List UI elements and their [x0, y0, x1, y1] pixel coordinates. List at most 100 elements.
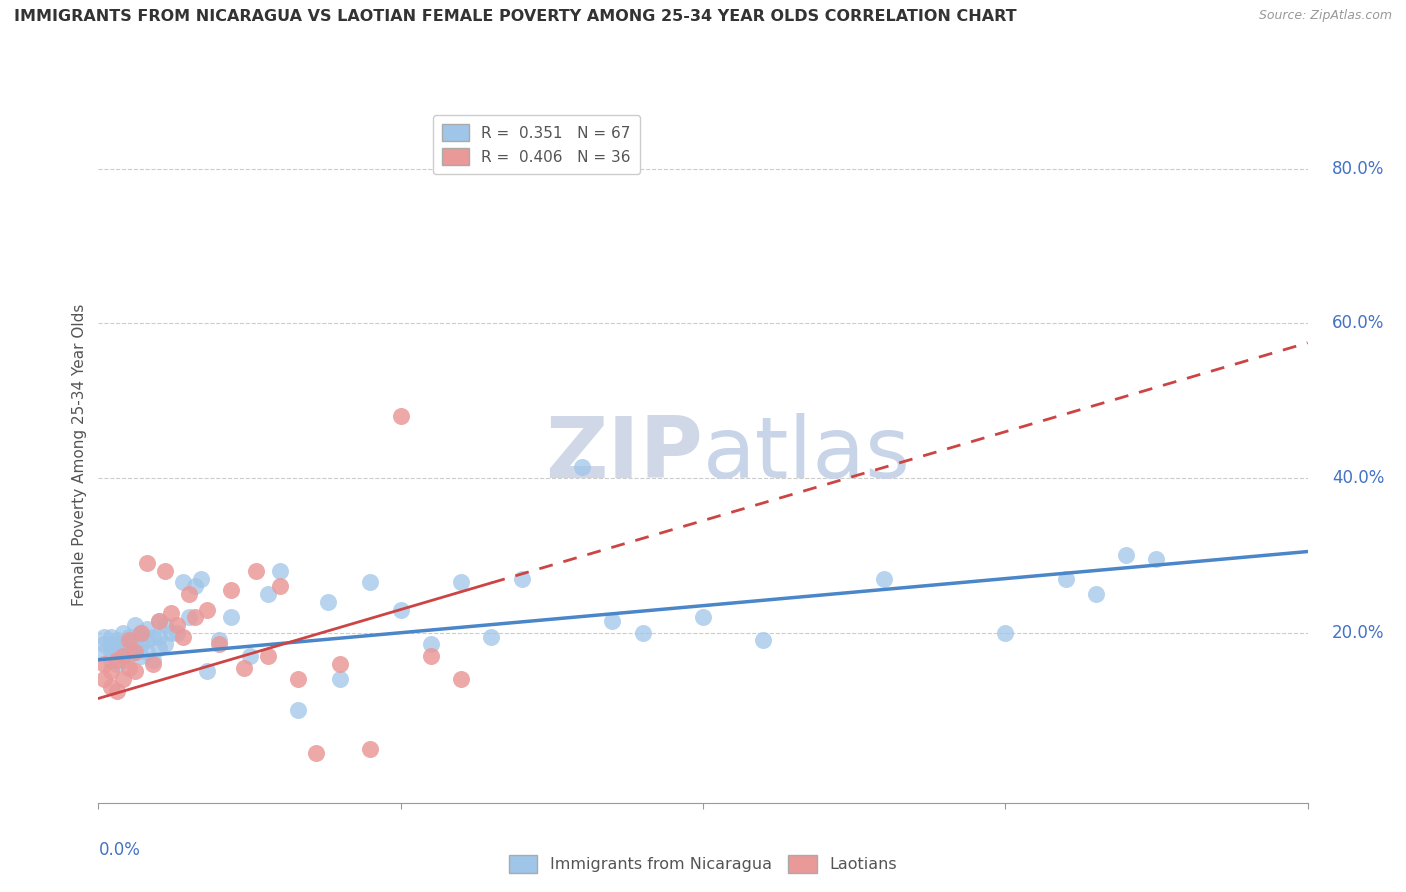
Point — [419, 637, 441, 651]
Point — [329, 672, 352, 686]
Point — [195, 665, 218, 679]
Point — [752, 633, 775, 648]
Point — [153, 564, 176, 578]
Point — [135, 645, 157, 659]
Point — [129, 637, 152, 651]
Point — [118, 660, 141, 674]
Point — [105, 657, 128, 671]
Point — [510, 572, 533, 586]
Point — [571, 459, 593, 474]
Point — [1085, 587, 1108, 601]
Point — [100, 653, 122, 667]
Point — [221, 583, 243, 598]
Point — [184, 579, 207, 593]
Point — [166, 618, 188, 632]
Point — [177, 587, 201, 601]
Point — [111, 653, 134, 667]
Point — [329, 657, 352, 671]
Point — [100, 637, 122, 651]
Y-axis label: Female Poverty Among 25-34 Year Olds: Female Poverty Among 25-34 Year Olds — [72, 304, 87, 606]
Point — [631, 625, 654, 640]
Point — [100, 630, 122, 644]
Text: 60.0%: 60.0% — [1331, 315, 1384, 333]
Point — [177, 610, 201, 624]
Point — [124, 630, 146, 644]
Text: 0.0%: 0.0% — [98, 841, 141, 859]
Point — [269, 579, 291, 593]
Point — [419, 648, 441, 663]
Point — [305, 746, 328, 760]
Point — [129, 625, 152, 640]
Point — [172, 630, 194, 644]
Point — [153, 637, 176, 651]
Point — [184, 610, 207, 624]
Point — [287, 703, 309, 717]
Point — [148, 614, 170, 628]
Point — [135, 556, 157, 570]
Text: 20.0%: 20.0% — [1331, 624, 1385, 641]
Point — [93, 637, 115, 651]
Point — [360, 575, 382, 590]
Point — [93, 630, 115, 644]
Point — [208, 633, 231, 648]
Point — [160, 625, 183, 640]
Legend: R =  0.351   N = 67, R =  0.406   N = 36: R = 0.351 N = 67, R = 0.406 N = 36 — [433, 115, 640, 175]
Point — [256, 587, 278, 601]
Point — [1115, 549, 1137, 563]
Point — [1144, 552, 1167, 566]
Point — [93, 645, 115, 659]
Point — [118, 630, 141, 644]
Point — [124, 637, 146, 651]
Point — [360, 741, 382, 756]
Point — [135, 622, 157, 636]
Point — [111, 637, 134, 651]
Point — [124, 665, 146, 679]
Point — [111, 648, 134, 663]
Point — [172, 575, 194, 590]
Point — [450, 672, 472, 686]
Point — [93, 672, 115, 686]
Point — [245, 564, 267, 578]
Point — [124, 618, 146, 632]
Legend: Immigrants from Nicaragua, Laotians: Immigrants from Nicaragua, Laotians — [502, 848, 904, 880]
Point — [142, 630, 165, 644]
Point — [160, 607, 183, 621]
Point — [105, 648, 128, 663]
Point — [692, 610, 714, 624]
Point — [208, 637, 231, 651]
Point — [602, 614, 624, 628]
Point — [148, 641, 170, 656]
Point — [269, 564, 291, 578]
Point — [124, 645, 146, 659]
Point — [1054, 572, 1077, 586]
Point — [105, 633, 128, 648]
Point — [232, 660, 254, 674]
Point — [142, 653, 165, 667]
Point — [111, 672, 134, 686]
Point — [148, 614, 170, 628]
Point — [129, 648, 152, 663]
Point — [129, 625, 152, 640]
Text: 80.0%: 80.0% — [1331, 160, 1384, 178]
Point — [316, 595, 339, 609]
Point — [105, 653, 128, 667]
Text: ZIP: ZIP — [546, 413, 703, 497]
Point — [287, 672, 309, 686]
Point — [148, 630, 170, 644]
Point — [111, 625, 134, 640]
Point — [135, 633, 157, 648]
Point — [195, 602, 218, 616]
Point — [190, 572, 212, 586]
Point — [111, 645, 134, 659]
Point — [481, 630, 503, 644]
Point — [105, 683, 128, 698]
Point — [256, 648, 278, 663]
Text: atlas: atlas — [703, 413, 911, 497]
Text: IMMIGRANTS FROM NICARAGUA VS LAOTIAN FEMALE POVERTY AMONG 25-34 YEAR OLDS CORREL: IMMIGRANTS FROM NICARAGUA VS LAOTIAN FEM… — [14, 9, 1017, 24]
Point — [389, 409, 412, 424]
Point — [124, 645, 146, 659]
Point — [221, 610, 243, 624]
Point — [166, 625, 188, 640]
Point — [100, 645, 122, 659]
Point — [153, 618, 176, 632]
